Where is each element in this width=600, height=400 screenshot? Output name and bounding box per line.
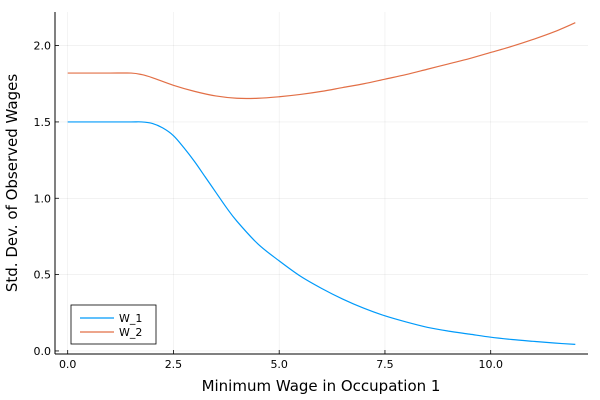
y-tick-label: 1.0 [34,192,52,205]
legend-box [70,304,157,345]
series-line-w-1 [67,121,576,345]
x-tick-label: 5.0 [270,358,288,371]
y-tick-label: 2.0 [34,40,52,53]
y-axis-title: Std. Dev. of Observed Wages [3,74,21,292]
legend-label: W_1 [119,312,142,325]
legend-label: W_2 [119,326,142,339]
x-tick-label: 7.5 [376,358,394,371]
x-tick-label: 10.0 [478,358,503,371]
legend: W_1W_2 [70,304,157,345]
grid [55,12,588,354]
ticks: 0.0 2.5 5.0 7.5 10.0 0.0 0.5 1.0 1.5 2.0 [34,40,503,371]
y-tick-label: 1.5 [34,116,52,129]
series-line-w-2 [67,22,576,100]
y-tick-label: 0.0 [34,345,52,358]
axes [54,12,588,355]
series-layer [67,22,576,345]
y-tick-label: 0.5 [34,269,52,282]
x-tick-label: 0.0 [59,358,77,371]
x-axis-title: Minimum Wage in Occupation 1 [202,377,441,395]
x-tick-label: 2.5 [165,358,183,371]
